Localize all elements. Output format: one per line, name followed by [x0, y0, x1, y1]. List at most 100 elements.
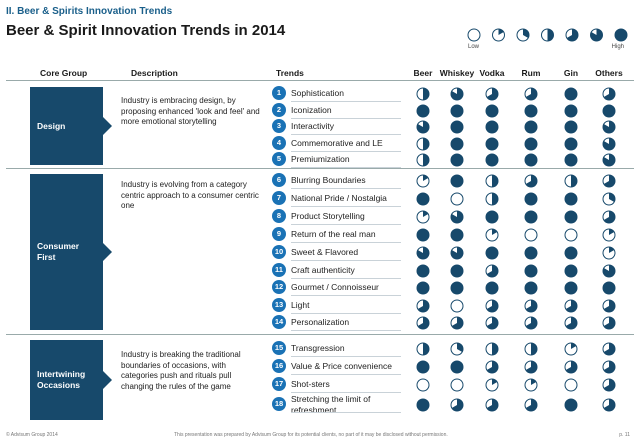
- column-header-beer: Beer: [413, 68, 433, 78]
- group-divider: [6, 334, 634, 335]
- rating-others: [602, 174, 616, 188]
- rating-rum: [524, 246, 538, 260]
- harvey-ball-4: [602, 360, 616, 374]
- rating-vodka: [485, 398, 499, 412]
- rating-rum: [524, 120, 538, 134]
- rating-whiskey: [450, 360, 464, 374]
- rating-beer: [416, 342, 430, 356]
- header-description: Description: [131, 68, 178, 78]
- trend-row-underline: [291, 188, 401, 189]
- harvey-ball-1: [524, 378, 538, 392]
- harvey-ball-0: [450, 299, 464, 313]
- trend-number-badge: 1: [272, 86, 286, 100]
- harvey-ball-4: [485, 264, 499, 278]
- rating-whiskey: [450, 192, 464, 206]
- rating-vodka: [485, 299, 499, 313]
- rating-beer: [416, 398, 430, 412]
- column-header-rum: Rum: [521, 68, 541, 78]
- rating-rum: [524, 87, 538, 101]
- harvey-ball-6: [485, 137, 499, 151]
- harvey-ball-4: [602, 378, 616, 392]
- trend-number-badge: 5: [272, 152, 286, 166]
- rating-vodka: [485, 174, 499, 188]
- rating-rum: [524, 174, 538, 188]
- harvey-ball-5: [450, 210, 464, 224]
- rating-beer: [416, 299, 430, 313]
- column-header-whiskey: Whiskey: [439, 68, 475, 78]
- trend-row: 8 Product Storytelling: [272, 208, 634, 225]
- group-consumer-first-description: Industry is evolving from a category cen…: [121, 180, 259, 210]
- harvey-ball-3: [564, 174, 578, 188]
- harvey-ball-6: [416, 104, 430, 118]
- rating-rum: [524, 398, 538, 412]
- harvey-ball-6: [524, 104, 538, 118]
- harvey-ball-3: [485, 192, 499, 206]
- trend-row: 17 Shot-sters: [272, 376, 634, 393]
- harvey-ball-6: [450, 137, 464, 151]
- harvey-ball-6: [524, 153, 538, 167]
- rating-vodka: [485, 120, 499, 134]
- trend-number-badge: 10: [272, 245, 286, 259]
- harvey-ball-4: [524, 87, 538, 101]
- rating-gin: [564, 228, 578, 242]
- trend-row: 12 Gourmet / Connoisseur: [272, 279, 634, 296]
- trend-row: 16 Value & Price convenience: [272, 358, 634, 375]
- rating-others: [602, 153, 616, 167]
- harvey-ball-6: [450, 174, 464, 188]
- harvey-ball-4: [524, 174, 538, 188]
- group-intertwining-occasions-description: Industry is breaking the traditional bou…: [121, 350, 241, 391]
- column-header-gin: Gin: [563, 68, 579, 78]
- page-title: Beer & Spirit Innovation Trends in 2014: [6, 22, 286, 39]
- rating-gin: [564, 316, 578, 330]
- rating-beer: [416, 192, 430, 206]
- rating-rum: [524, 342, 538, 356]
- group-design-description: Industry is embracing design, by proposi…: [121, 96, 260, 126]
- rating-gin: [564, 120, 578, 134]
- trend-row-underline: [291, 330, 401, 331]
- harvey-ball-1: [492, 28, 505, 42]
- rating-others: [602, 281, 616, 295]
- trend-number-badge: 17: [272, 377, 286, 391]
- rating-beer: [416, 281, 430, 295]
- harvey-ball-4: [485, 299, 499, 313]
- trend-number-badge: 14: [272, 315, 286, 329]
- header-divider: [6, 80, 634, 81]
- harvey-ball-5: [590, 28, 603, 42]
- harvey-ball-6: [564, 153, 578, 167]
- harvey-ball-6: [450, 228, 464, 242]
- harvey-ball-4: [564, 299, 578, 313]
- rating-rum: [524, 104, 538, 118]
- rating-others: [602, 398, 616, 412]
- trend-number-badge: 8: [272, 209, 286, 223]
- rating-others: [602, 120, 616, 134]
- rating-vodka: [485, 378, 499, 392]
- trend-number-badge: 7: [272, 191, 286, 205]
- trend-row: 6 Blurring Boundaries: [272, 172, 634, 189]
- harvey-ball-6: [485, 281, 499, 295]
- harvey-ball-0: [524, 228, 538, 242]
- trend-row-underline: [291, 260, 401, 261]
- rating-gin: [564, 264, 578, 278]
- harvey-ball-4: [602, 299, 616, 313]
- rating-vodka: [485, 360, 499, 374]
- footer-page-number: p. 11: [619, 432, 630, 438]
- trend-name: Personalization: [291, 317, 350, 327]
- rating-gin: [564, 137, 578, 151]
- rating-vodka: [485, 228, 499, 242]
- harvey-ball-1: [564, 342, 578, 356]
- rating-rum: [524, 153, 538, 167]
- harvey-ball-6: [564, 281, 578, 295]
- trend-name: Transgression: [291, 343, 345, 353]
- rating-beer: [416, 153, 430, 167]
- trend-number-badge: 3: [272, 119, 286, 133]
- rating-beer: [416, 316, 430, 330]
- rating-whiskey: [450, 137, 464, 151]
- trend-number-badge: 2: [272, 103, 286, 117]
- rating-legend: Low High: [462, 27, 632, 53]
- rating-beer: [416, 87, 430, 101]
- rating-rum: [524, 360, 538, 374]
- column-header-vodka: Vodka: [479, 68, 505, 78]
- trend-number-badge: 18: [272, 397, 286, 411]
- harvey-ball-4: [602, 316, 616, 330]
- rating-vodka: [485, 104, 499, 118]
